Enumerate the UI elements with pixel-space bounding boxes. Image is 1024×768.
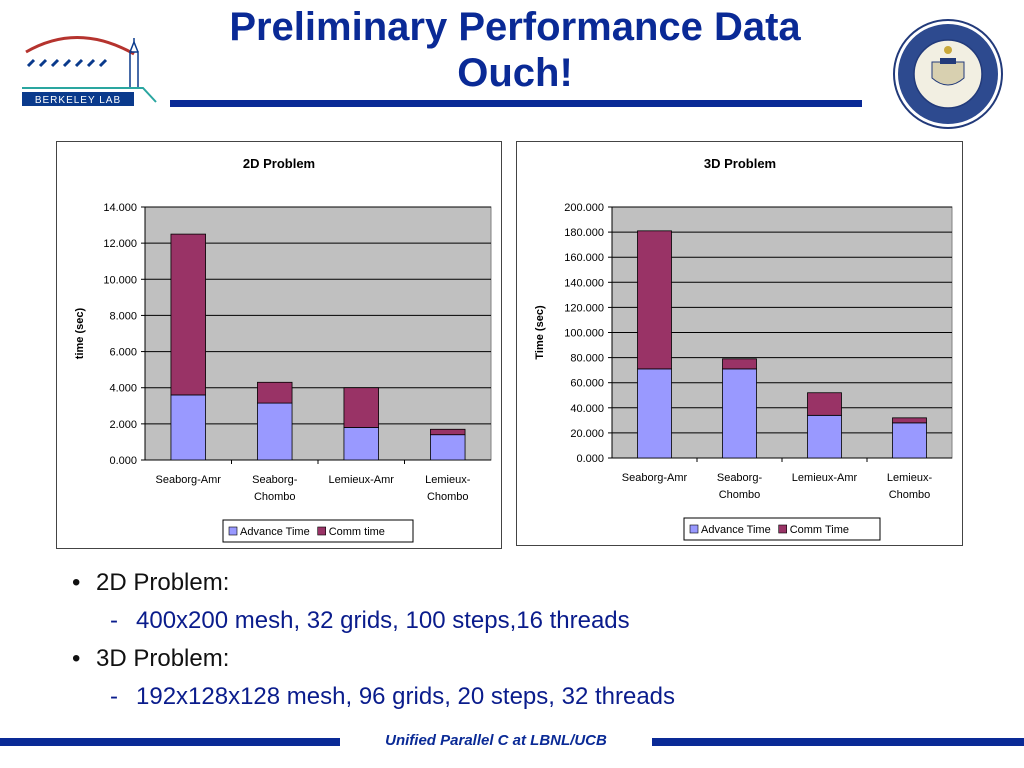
chart-3d-problem: 3D Problem 0.000 20.000 40.000 60.000 80.000 1… [516,141,963,546]
logo-text: BERKELEY LAB [35,95,121,106]
title-line-2: Ouch! [457,51,573,95]
y-tick-label: 160.000 [564,252,604,264]
slide-title: Preliminary Performance Data Ouch! [170,4,860,96]
legend-swatch [317,526,327,536]
footer-bar-right [652,738,1024,746]
y-axis-label: Time (sec) [534,305,546,360]
x-tick-label: Seaborg-Amr [156,474,222,486]
chart-2d-problem: 2D Problem 0.000 2.000 4.000 6.000 8.000 10.00… [56,141,502,549]
bar-comm [343,387,379,428]
bar-advance [807,414,842,459]
bar-comm [637,230,672,370]
title-underline [170,100,862,107]
x-tick-label: Lemieux-Amr [792,472,858,484]
bar-advance [257,402,293,461]
legend-label: Comm time [329,526,385,538]
y-tick-label: 2.000 [109,419,137,431]
y-tick-label: 80.000 [570,353,604,365]
bar-advance [892,422,927,459]
y-tick-label: 12.000 [103,238,137,250]
y-tick-label: 120.000 [564,302,604,314]
y-tick-label: 140.000 [564,277,604,289]
bar-comm [722,358,757,370]
bar-comm [807,392,842,416]
bar-advance [170,394,206,461]
y-tick-label: 4.000 [109,383,137,395]
y-tick-label: 0.000 [576,453,604,465]
x-tick-label: Seaborg-Amr [622,472,688,484]
bar-advance [637,368,672,459]
x-tick-label: Chombo [427,491,469,503]
legend-label: Advance Time [701,524,771,536]
sub-bullet-dash: - [110,607,118,634]
bar-advance [343,427,379,461]
y-tick-label: 8.000 [109,310,137,322]
y-tick-label: 200.000 [564,202,604,214]
bullet-dot: • [72,569,81,596]
chart-title: 2D Problem [243,156,315,171]
x-tick-label: Seaborg- [252,474,298,486]
sub-bullet-dash: - [110,683,118,710]
bar-comm [170,233,206,396]
bar-advance [722,368,757,459]
bullet-dot: • [72,645,81,672]
y-tick-label: 20.000 [570,428,604,440]
legend-swatch [689,524,699,534]
y-tick-label: 10.000 [103,274,137,286]
footer-text: Unified Parallel C at LBNL/UCB [385,732,607,749]
x-tick-label: Chombo [254,491,296,503]
y-axis-label: time (sec) [74,307,86,359]
y-tick-label: 180.000 [564,227,604,239]
legend-label: Advance Time [240,526,310,538]
x-tick-label: Lemieux- [425,474,471,486]
x-tick-label: Chombo [889,489,931,501]
x-tick-label: Seaborg- [717,472,763,484]
chart-title: 3D Problem [704,156,776,171]
y-tick-label: 6.000 [109,347,137,359]
y-tick-label: 40.000 [570,403,604,415]
bullet-label: 2D Problem: [96,569,230,596]
y-tick-label: 100.000 [564,328,604,340]
title-line-1: Preliminary Performance Data [229,5,801,49]
x-tick-label: Lemieux-Amr [329,474,395,486]
sub-bullet-text: 192x128x128 mesh, 96 grids, 20 steps, 32… [136,683,676,710]
legend-swatch [228,526,238,536]
bar-comm [257,381,293,404]
y-tick-label: 60.000 [570,378,604,390]
y-tick-label: 14.000 [103,202,137,214]
x-tick-label: Chombo [719,489,761,501]
sub-bullet-text: 400x200 mesh, 32 grids, 100 steps,16 thr… [136,607,630,634]
x-tick-label: Lemieux- [887,472,933,484]
legend-label: Comm Time [790,524,849,536]
bar-comm [430,428,466,436]
uc-seal [892,18,1004,130]
bullet-label: 3D Problem: [96,645,230,672]
bar-comm [892,417,927,424]
berkeley-lab-logo: BERKELEY LAB [18,30,163,112]
bar-advance [430,434,466,461]
y-tick-label: 0.000 [109,455,137,467]
footer-bar-left [0,738,340,746]
legend-swatch [778,524,788,534]
